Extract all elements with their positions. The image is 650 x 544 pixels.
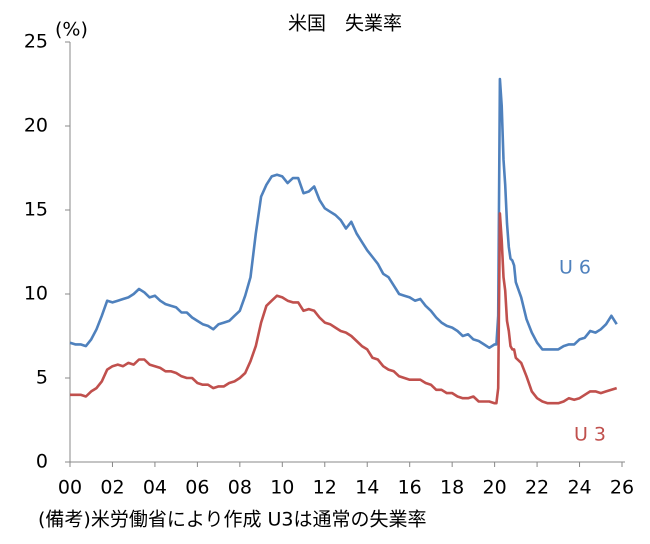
y-tick-label: 15 [24, 199, 48, 221]
series-label: U 3 [574, 424, 606, 446]
y-tick-label: 20 [24, 115, 48, 137]
x-tick-label: 26 [610, 477, 634, 499]
x-tick-label: 12 [313, 477, 337, 499]
series-line [69, 77, 618, 351]
x-tick-label: 22 [525, 477, 549, 499]
x-tick-label: 14 [355, 477, 379, 499]
x-tick-label: 06 [185, 477, 209, 499]
x-tick-label: 24 [567, 477, 591, 499]
y-unit-label: (%) [55, 19, 88, 41]
x-tick-label: 18 [440, 477, 464, 499]
y-tick-label: 0 [36, 451, 48, 473]
footnote: (備考)米労働省により作成 U3は通常の失業率 [38, 509, 426, 531]
chart-title: 米国 失業率 [288, 13, 402, 35]
y-tick-label: 10 [24, 283, 48, 305]
x-tick-label: 20 [483, 477, 507, 499]
series-line [70, 212, 618, 405]
x-tick-label: 08 [228, 477, 252, 499]
x-tick-label: 00 [58, 477, 82, 499]
y-tick-label: 5 [36, 367, 48, 389]
x-tick-label: 02 [100, 477, 124, 499]
x-tick-label: 10 [270, 477, 294, 499]
x-tick-label: 16 [398, 477, 422, 499]
y-tick-label: 25 [24, 31, 48, 53]
x-tick-label: 04 [143, 477, 167, 499]
series-label: U 6 [559, 257, 591, 279]
